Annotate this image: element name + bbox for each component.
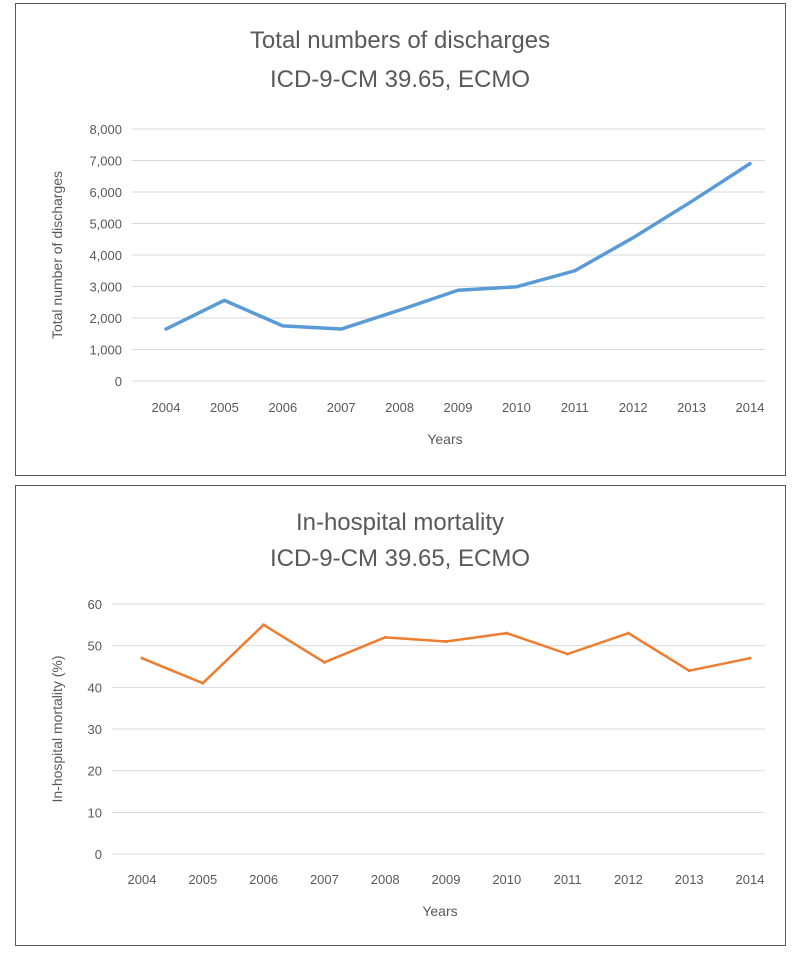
y-tick-label: 0: [115, 374, 122, 389]
y-tick-label: 20: [88, 764, 102, 779]
x-tick-label: 2014: [736, 400, 765, 415]
data-point: [398, 308, 402, 312]
y-tick-label: 10: [88, 805, 102, 820]
x-tick-label: 2006: [249, 872, 278, 887]
data-point: [631, 236, 635, 240]
x-tick-label: 2013: [675, 872, 704, 887]
data-point: [281, 324, 285, 328]
x-tick-label: 2005: [210, 400, 239, 415]
y-tick-label: 3,000: [89, 280, 122, 295]
chart-title-line-1: In-hospital mortality: [296, 509, 504, 536]
data-point: [383, 635, 387, 639]
x-tick-label: 2008: [385, 400, 414, 415]
y-tick-label: 7,000: [89, 154, 122, 169]
x-tick-label: 2014: [736, 872, 765, 887]
data-point: [514, 285, 518, 289]
x-tick-label: 2004: [152, 400, 181, 415]
data-point: [573, 269, 577, 273]
data-point: [322, 660, 326, 664]
y-axis-label: In-hospital mortality (%): [49, 655, 65, 802]
chart-title-line-2: ICD-9-CM 39.65, ECMO: [270, 66, 530, 93]
x-tick-label: 2011: [554, 872, 582, 887]
y-tick-label: 5,000: [89, 217, 122, 232]
x-tick-label: 2006: [268, 400, 297, 415]
chart-panel-2: In-hospital mortality ICD-9-CM 39.65, ECM…: [15, 485, 786, 946]
x-tick-label: 2005: [188, 872, 217, 887]
data-point: [339, 327, 343, 331]
data-point: [444, 640, 448, 643]
data-point: [201, 681, 205, 685]
x-tick-label: 2009: [432, 872, 461, 887]
y-tick-label: 40: [88, 680, 102, 695]
chart-title-line-2: ICD-9-CM 39.65, ECMO: [270, 545, 530, 572]
x-tick-label: 2013: [677, 400, 706, 415]
chart-panel-1: Total numbers of discharges ICD-9-CM 39.6…: [15, 3, 786, 476]
y-tick-label: 6,000: [89, 185, 122, 200]
y-tick-label: 0: [95, 847, 102, 862]
data-point: [222, 298, 226, 302]
x-tick-label: 2012: [619, 400, 648, 415]
panel-border: [15, 485, 786, 946]
y-tick-label: 60: [88, 597, 102, 612]
y-tick-label: 50: [88, 639, 102, 654]
data-point: [262, 623, 266, 627]
x-tick-label: 2009: [444, 400, 473, 415]
y-tick-label: 1,000: [89, 343, 122, 358]
x-tick-label: 2010: [492, 872, 521, 887]
y-tick-label: 8,000: [89, 122, 122, 137]
x-axis-label: Years: [422, 903, 457, 919]
y-axis-label: Total number of discharges: [49, 171, 65, 339]
data-point: [140, 656, 144, 660]
data-point: [626, 631, 630, 635]
x-tick-label: 2007: [327, 400, 356, 415]
x-tick-label: 2010: [502, 400, 531, 415]
data-point: [456, 288, 460, 292]
chart-title-line-1: Total numbers of discharges: [250, 27, 550, 54]
data-point: [505, 631, 509, 635]
y-tick-label: 2,000: [89, 311, 122, 326]
data-point: [687, 669, 691, 673]
data-point: [164, 327, 168, 331]
x-tick-label: 2007: [310, 872, 339, 887]
data-point: [748, 656, 752, 660]
x-tick-label: 2012: [614, 872, 643, 887]
y-tick-label: 30: [88, 722, 102, 737]
y-tick-label: 4,000: [89, 248, 122, 263]
x-axis-label: Years: [427, 431, 462, 447]
x-tick-label: 2004: [128, 872, 157, 887]
data-point: [690, 199, 694, 203]
panel-border: [15, 3, 786, 476]
x-tick-label: 2011: [561, 400, 589, 415]
x-tick-label: 2008: [371, 872, 400, 887]
data-point: [566, 652, 570, 656]
data-point: [748, 162, 752, 166]
